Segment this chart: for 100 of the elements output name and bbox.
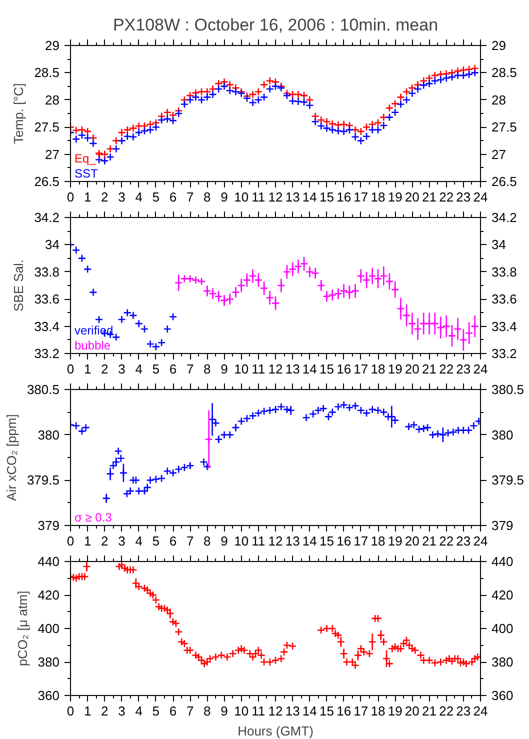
point [197,277,206,286]
x-tick-label: 20 [404,190,420,204]
point [83,265,92,274]
x-tick-label: 24 [473,190,488,204]
x-tick-label: 12 [268,362,283,376]
x-tick-label: 10 [234,534,249,548]
x-tick-label: 11 [252,362,266,376]
x-tick-label: 0 [66,190,74,204]
x-tick-label: 1 [84,362,92,376]
y2-tick-label: 34 [492,237,506,252]
x-tick-label: 17 [354,534,368,548]
x-tick-label: 6 [169,190,177,204]
x-tick-label: 2 [101,704,108,718]
x-tick-label: 16 [336,534,352,548]
x-tick-label: 16 [336,704,352,718]
x-tick-label: 2 [101,190,108,204]
x-tick-label: 18 [370,190,386,204]
y-tick-label: 420 [38,588,60,602]
y-tick-label: 28 [45,92,60,108]
x-tick-label: 1 [84,534,92,548]
x-tick-label: 4 [135,534,142,548]
x-tick-label: 8 [204,362,211,376]
y-tick-label: 27 [45,146,60,162]
point [72,246,80,254]
y2-tick-label: 33.6 [492,292,517,307]
y-tick-label: 379.5 [26,472,60,488]
x-tick-label: 10 [234,362,249,376]
y2-tick-label: 28 [492,92,506,108]
x-tick-label: 23 [456,534,471,548]
point [192,276,200,284]
x-tick-label: 15 [320,534,334,548]
x-tick-label: 14 [302,534,317,548]
y2-tick-label: 29 [492,38,506,53]
x-tick-label: 11 [252,704,266,718]
x-tick-label: 15 [320,704,334,718]
x-tick-label: 11 [252,534,266,548]
x-tick-label: 16 [336,362,352,376]
point [123,308,132,317]
x-tick-label: 8 [204,190,211,204]
y-tick-label: 34.2 [34,210,60,225]
y2-tick-label: 380 [492,427,514,442]
x-tick-label: 9 [220,362,228,376]
y2-tick-label: 33.2 [492,346,517,361]
y-tick-label: 33.8 [34,264,60,280]
y-tick-label: 440 [38,554,60,569]
x-tick-label: 5 [152,190,160,204]
x-tick-label: 5 [152,362,160,376]
x-tick-label: 4 [135,362,142,376]
point [140,324,149,334]
x-tick-label: 6 [169,534,177,548]
point [146,340,154,348]
x-tick-label: 12 [268,704,283,718]
x-tick-label: 23 [456,362,471,376]
x-tick-label: 22 [439,534,454,548]
y2-tick-label: 380 [492,654,514,670]
x-tick-label: 0 [66,362,74,376]
x-tick-label: 14 [302,362,317,376]
y-tick-label: 33.2 [34,346,60,361]
x-tick-label: 6 [169,362,177,376]
x-tick-label: 7 [186,534,194,548]
y-tick-label: 26.5 [34,174,60,189]
x-tick-label: 15 [320,190,334,204]
x-tick-label: 0 [66,534,74,548]
x-tick-label: 15 [320,362,334,376]
point [94,315,104,324]
point [78,254,86,262]
y-axis-title: pCO₂ [μ atm] [14,590,30,666]
x-tick-label: 7 [186,190,194,204]
y-tick-label: 28.5 [34,65,60,80]
x-tick-label: 6 [169,704,177,718]
y-tick-label: 400 [38,621,60,636]
x-tick-label: 12 [268,534,283,548]
y-tick-label: 379 [38,518,60,533]
x-tick-label: 10 [234,190,249,204]
x-tick-label: 24 [473,534,488,548]
x-tick-label: 19 [388,190,402,204]
y2-tick-label: 34.2 [492,210,517,225]
y2-tick-label: 360 [492,688,514,703]
text: σ ≥ 0.3 [74,510,112,524]
text: bubble [74,338,111,352]
y2-tick-label: 420 [492,588,514,602]
x-tick-label: 3 [118,190,126,204]
y-axis-title: Air xCO₂ [ppm] [4,414,19,501]
x-tick-label: 9 [220,190,228,204]
x-tick-label: 0 [66,704,74,718]
y2-tick-label: 440 [492,554,514,569]
y-tick-label: 360 [38,688,60,703]
x-tick-label: 16 [336,190,352,204]
x-tick-label: 9 [220,534,228,548]
x-tick-label: 1 [84,704,92,718]
series-label: verified [74,324,114,338]
x-tick-label: 3 [118,362,126,376]
x-tick-label: 17 [354,362,368,376]
y-tick-label: 380 [38,427,60,442]
y-axis-title: SBE Sal. [11,259,26,312]
x-tick-label: 21 [422,534,436,548]
x-tick-label: 18 [370,362,386,376]
x-tick-label: 7 [186,704,194,718]
point [186,274,194,283]
x-axis-title: Hours (GMT) [238,724,314,738]
